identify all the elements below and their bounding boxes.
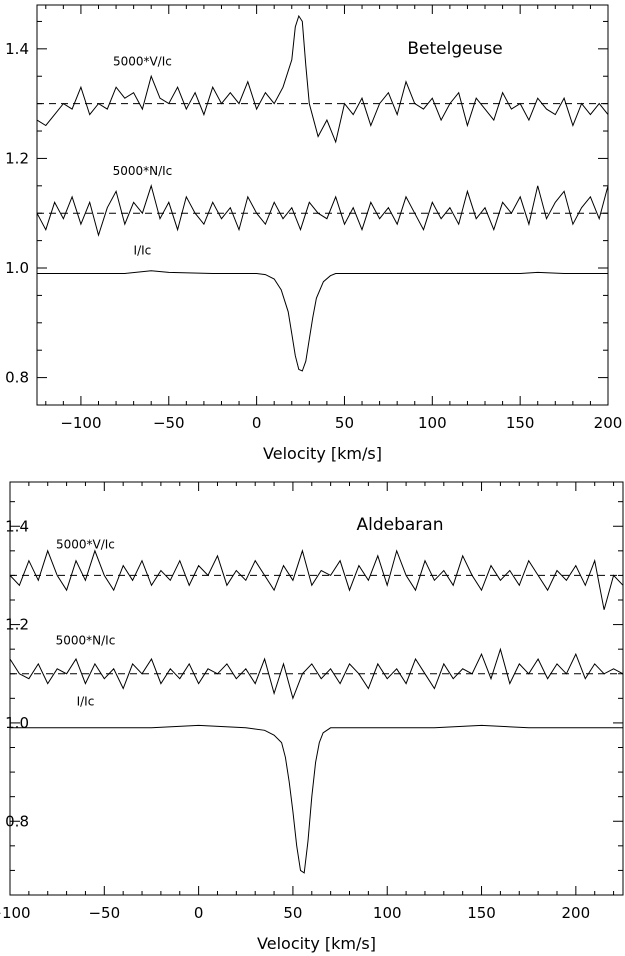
betelgeuse-x-tick-label: 200 xyxy=(594,414,623,432)
aldebaran-x-tick-label: −100 xyxy=(0,904,31,922)
aldebaran-x-axis-label: Velocity [km/s] xyxy=(257,934,376,953)
aldebaran-title: Aldebaran xyxy=(357,515,444,535)
betelgeuse-y-tick-label: 1.0 xyxy=(5,259,29,277)
betelgeuse-y-tick-label: 0.8 xyxy=(5,369,29,387)
aldebaran-frame xyxy=(9,481,624,896)
aldebaran-x-tick-label: −50 xyxy=(88,904,120,922)
betelgeuse-series-label-intensity-i: I/Ic xyxy=(134,243,152,257)
aldebaran-panel: −100 −50 0 50 100 150 200 0.8 1.0 1.2 1.4 5000*V/Ic… xyxy=(0,481,624,953)
betelgeuse-y-tick-label: 1.2 xyxy=(5,149,29,167)
betelgeuse-x-axis-label: Velocity [km/s] xyxy=(263,444,382,463)
aldebaran-x-tick-label: 150 xyxy=(467,904,496,922)
aldebaran-series-label-stokes-v: 5000*V/Ic xyxy=(56,537,115,551)
aldebaran-x-tick-label: 0 xyxy=(194,904,204,922)
aldebaran-series-stokes-v xyxy=(9,549,624,610)
aldebaran-series-label-null-n: 5000*N/Ic xyxy=(56,633,116,647)
aldebaran-y-tick-label: 0.8 xyxy=(5,812,29,830)
aldebaran-series-label-intensity-i: I/Ic xyxy=(77,695,95,709)
betelgeuse-series-intensity-i xyxy=(37,270,608,372)
aldebaran-series-intensity-i xyxy=(10,724,623,874)
aldebaran-y-tick-label: 1.4 xyxy=(5,517,29,535)
betelgeuse-x-tick-label: 0 xyxy=(252,414,262,432)
aldebaran-y-tick-label: 1.0 xyxy=(5,714,29,732)
betelgeuse-series-stokes-v xyxy=(36,14,609,144)
aldebaran-series-null-n xyxy=(9,647,624,700)
betelgeuse-x-tick-label: 100 xyxy=(418,414,447,432)
betelgeuse-x-tick-label: 150 xyxy=(506,414,535,432)
aldebaran-x-tick-label: 100 xyxy=(373,904,402,922)
betelgeuse-frame xyxy=(36,4,609,406)
aldebaran-y-tick-label: 1.2 xyxy=(5,616,29,634)
betelgeuse-series-null-n xyxy=(36,184,609,237)
betelgeuse-title: Betelgeuse xyxy=(407,39,502,59)
betelgeuse-x-tick-label: 50 xyxy=(335,414,354,432)
betelgeuse-series-label-null-n: 5000*N/Ic xyxy=(113,164,173,178)
betelgeuse-x-tick-label: −50 xyxy=(153,414,185,432)
aldebaran-x-tick-label: 200 xyxy=(562,904,591,922)
betelgeuse-y-tick-label: 1.4 xyxy=(5,40,29,58)
betelgeuse-x-tick-label: −100 xyxy=(60,414,101,432)
aldebaran-x-tick-label: 50 xyxy=(283,904,302,922)
betelgeuse-series-label-stokes-v: 5000*V/Ic xyxy=(113,54,172,68)
betelgeuse-panel: −100 −50 0 50 100 150 200 0.8 1.0 1.2 1.4 5000*V/Ic… xyxy=(5,4,623,463)
